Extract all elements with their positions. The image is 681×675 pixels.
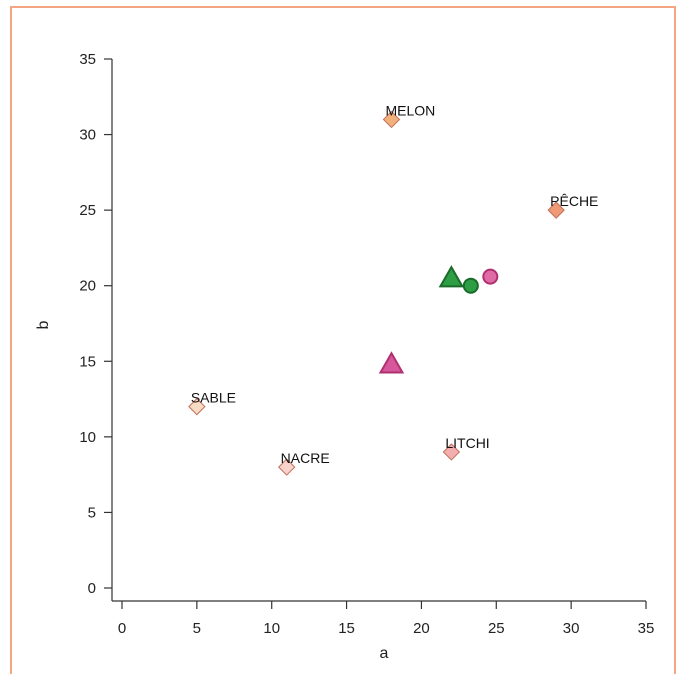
x-tick-label: 0 <box>118 620 126 637</box>
y-tick-label: 35 <box>79 51 96 68</box>
x-ticks: 0 5 10 15 20 25 30 35 <box>118 601 655 637</box>
circle-point <box>462 277 479 294</box>
chart-marks: MELON PÊCHE SABLE NACRE LITCHI <box>188 102 598 476</box>
x-tick-label: 20 <box>413 620 430 637</box>
x-tick-label: 30 <box>563 620 580 637</box>
x-axis-title: a <box>380 645 389 662</box>
diamond-point <box>547 201 565 219</box>
point-label: PÊCHE <box>550 193 598 209</box>
triangle-point <box>378 351 405 374</box>
diamond-point <box>188 397 206 416</box>
x-tick-label: 35 <box>638 620 655 637</box>
x-tick-label: 15 <box>338 620 355 637</box>
chart-frame <box>10 6 676 674</box>
x-tick-label: 25 <box>488 620 505 637</box>
triangle-point <box>438 265 465 288</box>
x-tick-label: 10 <box>263 620 280 637</box>
y-tick-label: 15 <box>79 353 96 370</box>
y-tick-label: 25 <box>79 202 96 219</box>
y-ticks: 0 5 10 15 20 25 30 35 <box>79 51 112 597</box>
axes <box>111 59 646 602</box>
point-label: MELON <box>385 102 435 118</box>
y-axis-title: b <box>35 320 52 329</box>
y-tick-label: 30 <box>79 127 96 144</box>
x-tick-label: 5 <box>193 620 201 637</box>
point-label: SABLE <box>191 390 236 406</box>
point-label: LITCHI <box>445 435 489 451</box>
y-tick-label: 20 <box>79 278 96 295</box>
diamond-point <box>442 443 461 461</box>
diamond-point <box>382 110 401 129</box>
y-tick-label: 10 <box>79 429 96 446</box>
point-label: NACRE <box>281 450 330 466</box>
circle-point <box>482 268 499 285</box>
diamond-point <box>277 458 296 476</box>
y-tick-label: 0 <box>88 580 96 597</box>
y-tick-label: 5 <box>88 504 96 521</box>
